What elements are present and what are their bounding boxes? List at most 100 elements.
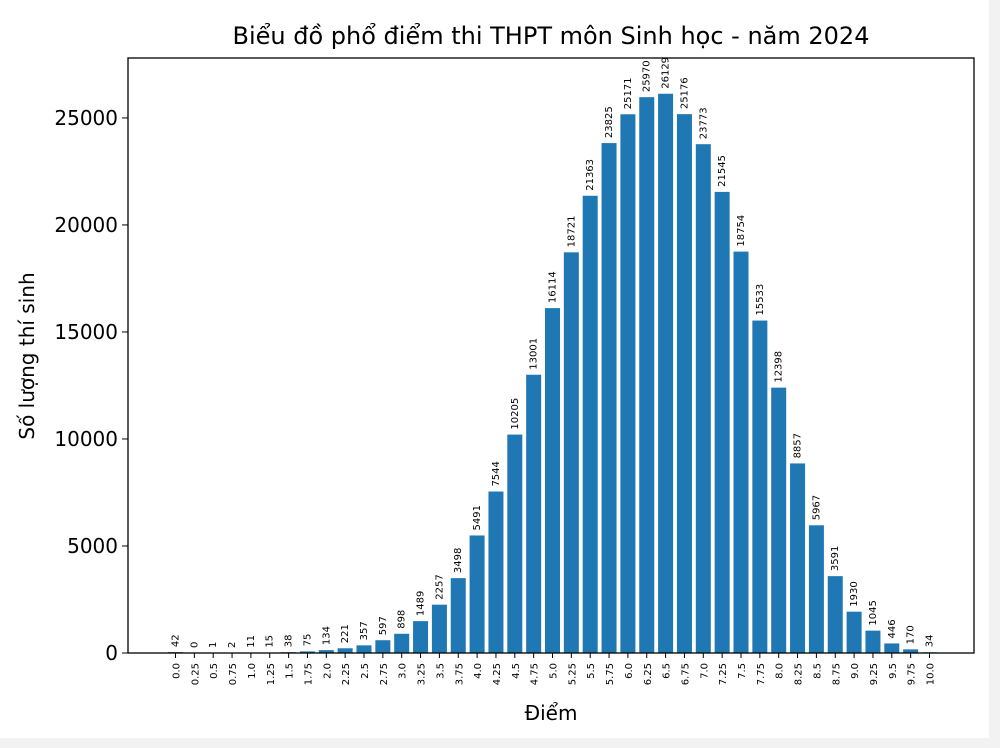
data-label-3.0: 898 (397, 610, 408, 629)
x-tick-label-4.75: 4.75 (530, 663, 541, 685)
x-tick-label-4.0: 4.0 (473, 663, 484, 679)
bar-4.25 (488, 491, 504, 653)
chart-title: Biểu đồ phổ điểm thi THPT môn Sinh học -… (233, 22, 870, 50)
bars-group: 42 0 1 2 11 15 38 75 134 221 357 597 898 1489 2257 3498… (168, 57, 937, 654)
x-tick-label-1.5: 1.5 (285, 663, 296, 679)
bar-7.5 (733, 251, 749, 654)
bar-2.25 (337, 648, 353, 653)
x-tick-label-5.75: 5.75 (605, 663, 616, 685)
data-label-7.5: 18754 (736, 215, 747, 247)
x-tick-label-0.0: 0.0 (172, 663, 183, 679)
bar-chart: Biểu đồ phổ điểm thi THPT môn Sinh học -… (15, 22, 975, 725)
y-tick-label-10000: 10000 (54, 427, 118, 451)
x-tick-label-3.5: 3.5 (435, 663, 446, 679)
data-label-9.75: 170 (906, 625, 917, 644)
data-label-5.25: 18721 (566, 216, 577, 248)
data-label-4.5: 10205 (510, 398, 521, 430)
data-label-1.25: 15 (265, 635, 276, 648)
bar-4.75 (526, 374, 542, 653)
bar-2.75 (375, 640, 391, 653)
data-label-4.0: 5491 (472, 505, 483, 530)
data-label-10.0: 34 (925, 635, 936, 648)
x-tick-label-10.0: 10.0 (926, 663, 937, 685)
data-label-2.5: 357 (359, 621, 370, 640)
x-tick-label-2.0: 2.0 (322, 663, 333, 679)
x-tick-label-9.25: 9.25 (869, 663, 880, 685)
data-label-2.75: 597 (378, 616, 389, 635)
x-tick-label-4.5: 4.5 (511, 663, 522, 679)
x-tick-label-9.75: 9.75 (907, 663, 918, 685)
chart-figure: Biểu đồ phổ điểm thi THPT môn Sinh học -… (0, 0, 989, 738)
data-label-9.0: 1930 (849, 581, 860, 606)
bar-6.75 (676, 114, 692, 653)
data-label-1.0: 11 (246, 635, 257, 648)
bar-5.75 (601, 143, 617, 653)
bar-7.75 (752, 320, 768, 653)
data-label-5.75: 23825 (604, 106, 615, 138)
data-label-6.0: 25171 (623, 77, 634, 109)
bar-2.5 (356, 645, 372, 653)
plot-area-frame (127, 57, 975, 654)
y-tick-label-5000: 5000 (67, 534, 118, 558)
x-tick-label-7.25: 7.25 (718, 663, 729, 685)
data-label-6.25: 25970 (642, 60, 653, 92)
data-label-4.25: 7544 (491, 461, 502, 486)
data-label-0.5: 1 (208, 642, 219, 648)
x-tick-label-2.25: 2.25 (341, 663, 352, 685)
x-tick-label-6.25: 6.25 (643, 663, 654, 685)
x-tick-label-1.25: 1.25 (266, 663, 277, 685)
x-tick-label-7.0: 7.0 (699, 663, 710, 679)
x-tick-label-9.5: 9.5 (888, 663, 899, 679)
x-tick-label-6.75: 6.75 (680, 663, 691, 685)
x-tick-label-7.5: 7.5 (737, 663, 748, 679)
bar-5.0 (545, 308, 560, 653)
bar-8.25 (790, 463, 806, 653)
x-axis-label: Điểm (525, 701, 578, 725)
data-label-7.0: 23773 (698, 107, 709, 139)
data-label-5.0: 16114 (548, 271, 559, 303)
data-label-1.75: 75 (302, 634, 313, 647)
data-label-8.25: 8857 (793, 433, 804, 458)
x-tick-label-0.75: 0.75 (228, 663, 239, 685)
bar-5.25 (563, 252, 579, 653)
bar-3.0 (394, 633, 410, 653)
x-tick-label-5.25: 5.25 (567, 663, 578, 685)
x-tick-label-8.25: 8.25 (794, 663, 805, 685)
bar-7.25 (714, 191, 730, 654)
bar-9.25 (865, 630, 881, 653)
x-tick-label-2.5: 2.5 (360, 663, 371, 679)
bar-6.5 (658, 93, 674, 653)
bar-2.0 (318, 650, 334, 653)
x-tick-label-8.75: 8.75 (831, 663, 842, 685)
x-tick-label-6.0: 6.0 (624, 663, 635, 679)
data-label-5.5: 21363 (585, 159, 596, 191)
bar-4.5 (507, 434, 523, 653)
data-label-8.0: 12398 (774, 351, 785, 383)
data-label-3.5: 2257 (434, 574, 445, 599)
x-tick-label-0.25: 0.25 (190, 663, 201, 685)
data-label-1.5: 38 (284, 634, 295, 647)
y-axis-label: Số lượng thí sinh (15, 272, 39, 439)
y-tick-label-0: 0 (105, 641, 118, 665)
x-tick-label-8.0: 8.0 (775, 663, 786, 679)
x-tick-label-6.5: 6.5 (662, 663, 673, 679)
bar-1.75 (299, 651, 315, 653)
data-label-6.75: 25176 (679, 77, 690, 109)
data-label-7.25: 21545 (717, 155, 728, 187)
data-label-7.75: 15533 (755, 284, 766, 316)
y-tick-label-25000: 25000 (54, 106, 118, 130)
axes-group: 0.0 0.25 0.5 0.75 1.0 1.25 1.5 1.75 2.0 2.25 2.5 2.… (54, 106, 936, 685)
bar-9.0 (846, 611, 862, 653)
data-label-9.25: 1045 (868, 600, 879, 625)
x-tick-label-3.25: 3.25 (417, 663, 428, 685)
bar-9.5 (884, 643, 900, 653)
y-tick-label-15000: 15000 (54, 320, 118, 344)
x-tick-label-1.75: 1.75 (303, 663, 314, 685)
x-tick-label-3.75: 3.75 (454, 663, 465, 685)
x-tick-label-4.25: 4.25 (492, 663, 503, 685)
bar-8.75 (827, 576, 843, 653)
x-tick-label-2.75: 2.75 (379, 663, 390, 685)
bar-3.5 (431, 604, 447, 653)
data-label-4.75: 13001 (529, 338, 540, 370)
bar-9.75 (903, 649, 919, 653)
